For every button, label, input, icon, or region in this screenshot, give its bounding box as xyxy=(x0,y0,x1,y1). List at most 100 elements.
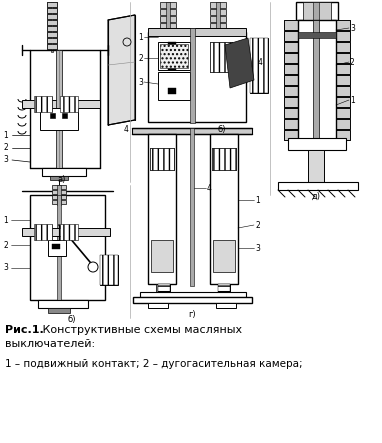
Bar xyxy=(336,53,350,63)
Bar xyxy=(158,284,170,292)
Bar xyxy=(158,72,190,100)
Bar xyxy=(160,44,188,68)
Bar xyxy=(100,255,118,285)
Bar xyxy=(60,96,78,112)
Bar xyxy=(336,108,350,118)
Bar xyxy=(216,303,236,308)
Bar xyxy=(250,38,268,93)
Polygon shape xyxy=(225,38,254,88)
Bar xyxy=(213,240,235,272)
Bar xyxy=(56,50,62,168)
Bar xyxy=(212,148,236,170)
Bar xyxy=(150,148,174,170)
Bar xyxy=(62,113,67,118)
Bar xyxy=(296,2,338,20)
Bar xyxy=(22,228,110,236)
Bar xyxy=(160,2,176,8)
Text: 3: 3 xyxy=(350,23,355,32)
Bar xyxy=(284,108,298,118)
Text: 2: 2 xyxy=(3,144,8,152)
Bar xyxy=(47,32,57,37)
Bar xyxy=(284,97,298,107)
Bar xyxy=(132,128,252,134)
Text: 1: 1 xyxy=(255,195,260,205)
Bar xyxy=(284,130,298,140)
Bar xyxy=(284,64,298,74)
Text: 4: 4 xyxy=(258,58,263,66)
Bar xyxy=(160,9,176,15)
Bar xyxy=(148,303,168,308)
Bar xyxy=(284,119,298,129)
Bar xyxy=(336,64,350,74)
Text: 3: 3 xyxy=(138,78,143,86)
Bar xyxy=(284,130,298,140)
Bar xyxy=(336,130,350,140)
Bar xyxy=(210,42,232,72)
Bar xyxy=(308,150,324,185)
Bar xyxy=(52,185,66,189)
Bar xyxy=(336,119,350,129)
Bar xyxy=(298,32,336,38)
Bar xyxy=(148,134,176,284)
Bar xyxy=(336,97,350,107)
Bar xyxy=(47,20,57,25)
Bar xyxy=(336,42,350,52)
Bar xyxy=(313,20,319,170)
Bar xyxy=(52,195,66,199)
Bar xyxy=(218,284,230,292)
Bar xyxy=(38,300,88,308)
Bar xyxy=(336,42,350,52)
Text: б): б) xyxy=(218,125,226,134)
Bar xyxy=(336,108,350,118)
Bar xyxy=(284,42,298,52)
Bar xyxy=(284,42,298,52)
Bar xyxy=(158,155,166,163)
Bar xyxy=(158,42,190,70)
Text: 1: 1 xyxy=(3,131,8,140)
Bar xyxy=(284,31,298,41)
Bar xyxy=(140,292,246,297)
Bar xyxy=(336,130,350,140)
Bar xyxy=(100,255,118,285)
Bar xyxy=(57,195,61,300)
Bar xyxy=(166,2,170,30)
Bar xyxy=(168,42,176,48)
Bar xyxy=(160,23,176,29)
Bar xyxy=(284,86,298,96)
Bar xyxy=(47,38,57,43)
Bar xyxy=(168,88,176,94)
Bar xyxy=(336,31,350,41)
Bar xyxy=(48,308,70,313)
Bar xyxy=(336,20,350,30)
Bar xyxy=(313,2,319,20)
Bar xyxy=(47,44,57,49)
Bar xyxy=(60,224,78,240)
Bar xyxy=(150,148,174,170)
Text: 1 – подвижный контакт; 2 – дугогасительная камера;: 1 – подвижный контакт; 2 – дугогасительн… xyxy=(5,359,303,369)
Bar xyxy=(47,14,57,19)
Bar xyxy=(218,284,230,292)
Text: 1: 1 xyxy=(138,32,143,42)
Bar xyxy=(57,185,61,205)
Bar xyxy=(336,86,350,96)
Text: 4: 4 xyxy=(207,183,212,193)
Bar xyxy=(210,23,226,29)
Bar xyxy=(22,100,100,108)
Bar xyxy=(336,31,350,41)
Bar xyxy=(47,2,57,7)
Bar xyxy=(47,20,57,25)
Bar xyxy=(284,75,298,85)
Bar xyxy=(210,134,238,284)
Bar xyxy=(336,119,350,129)
Text: а): а) xyxy=(58,175,66,184)
Text: д): д) xyxy=(311,192,320,201)
Polygon shape xyxy=(108,15,135,125)
Bar xyxy=(34,96,52,112)
Bar xyxy=(218,284,230,292)
Bar xyxy=(250,38,268,93)
Bar xyxy=(336,75,350,85)
Bar xyxy=(47,8,57,13)
Bar xyxy=(47,14,57,19)
Bar xyxy=(47,26,57,31)
Bar xyxy=(216,2,220,30)
